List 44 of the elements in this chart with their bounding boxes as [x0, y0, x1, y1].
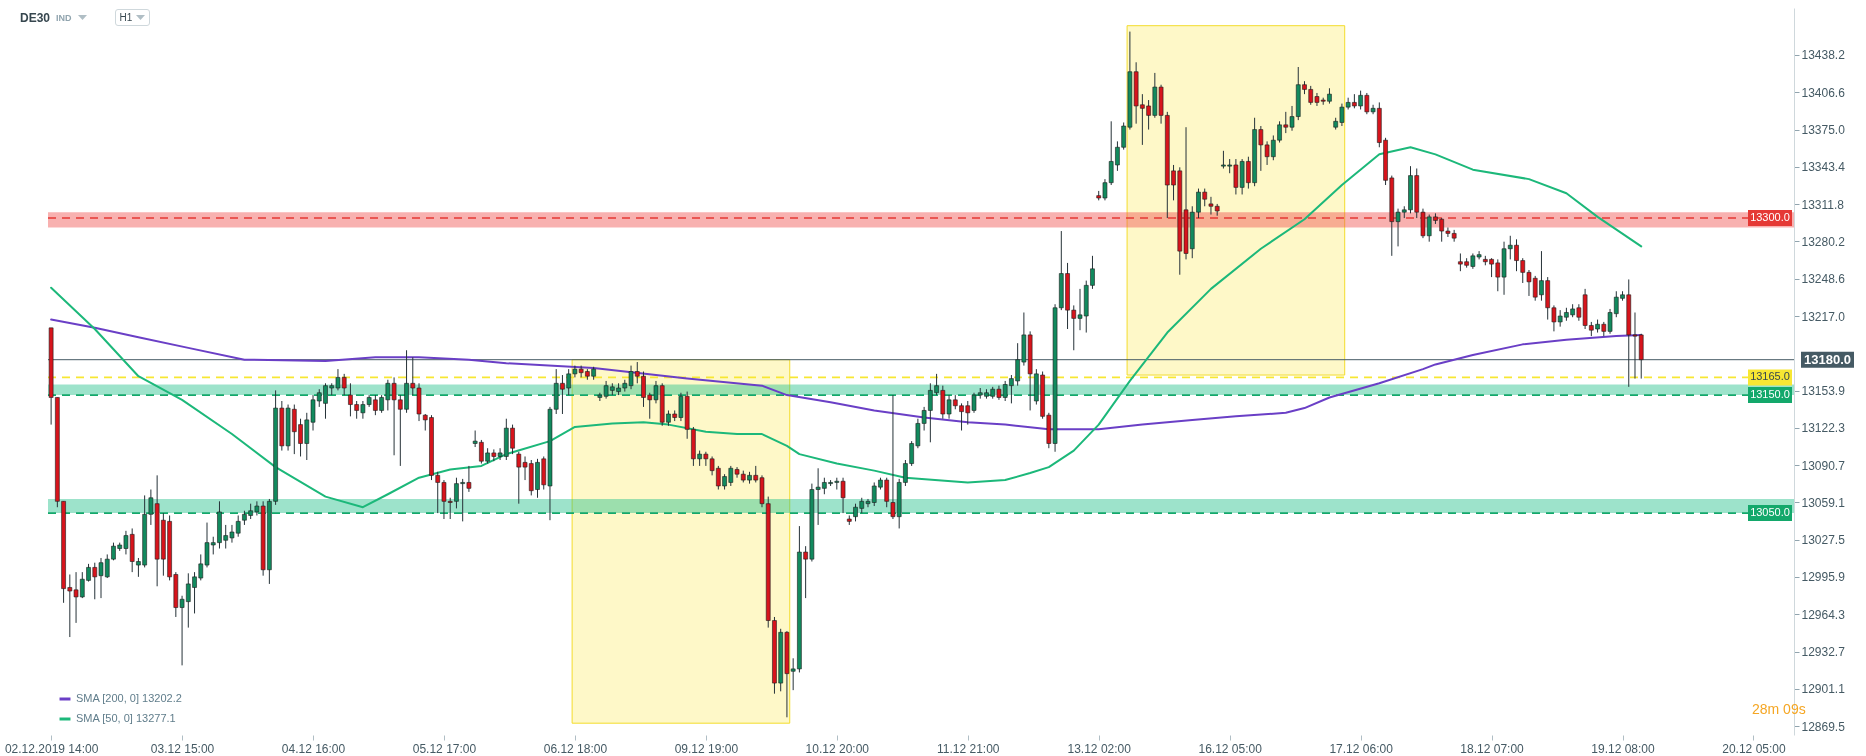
- x-tick-label: 06.12 18:00: [543, 741, 608, 756]
- ref-line-label: 13150.0: [1750, 388, 1790, 401]
- y-tick-label: 12932.7: [1801, 645, 1846, 660]
- x-tick-label: 19.12 08:00: [1591, 741, 1656, 756]
- y-tick-label: 13248.6: [1801, 272, 1846, 287]
- y-tick-label: 13217.0: [1801, 309, 1846, 324]
- y-tick-label: 13153.9: [1801, 384, 1846, 398]
- legend-label: SMA [200, 0] 13202.2: [76, 692, 182, 704]
- chart-title: DE30: [20, 10, 51, 25]
- y-tick-label: 13090.7: [1801, 458, 1846, 473]
- ref-line-label: 13180.0: [1804, 351, 1851, 367]
- y-tick-label: 13343.4: [1801, 160, 1846, 175]
- y-tick-label: 13438.2: [1801, 48, 1846, 63]
- x-tick-label: 20.12 05:00: [1722, 741, 1786, 756]
- x-tick-label: 09.12 19:00: [674, 741, 739, 756]
- y-tick-label: 12869.5: [1801, 719, 1846, 734]
- ref-line-label: 13300.0: [1750, 211, 1790, 224]
- ref-line-label: 13050.0: [1750, 506, 1790, 519]
- y-tick-label: 12964.3: [1801, 607, 1846, 622]
- x-tick-label: 03.12 15:00: [150, 741, 215, 756]
- ref-line-label: 13165.0: [1750, 370, 1790, 383]
- annotation: H1: [119, 12, 133, 23]
- y-tick-label: 13122.3: [1801, 421, 1846, 436]
- x-tick-label: 13.12 02:00: [1067, 741, 1132, 756]
- annotation: 28m 09s: [1752, 701, 1806, 717]
- y-tick-label: 12995.9: [1801, 570, 1846, 585]
- x-tick-label: 04.12 16:00: [281, 741, 346, 756]
- line-series: [50, 146, 1643, 509]
- x-tick-label: 16.12 05:00: [1198, 741, 1263, 756]
- y-tick-label: 13027.5: [1801, 533, 1846, 548]
- y-tick-label: 13059.1: [1801, 495, 1846, 510]
- x-tick-label: 11.12 21:00: [937, 741, 1000, 756]
- y-tick-label: 13406.6: [1801, 85, 1846, 100]
- annotation: IND: [56, 12, 72, 23]
- x-tick-label: 17.12 06:00: [1329, 741, 1394, 756]
- x-tick-label: 10.12 20:00: [805, 741, 870, 756]
- y-tick-label: 13311.8: [1801, 197, 1845, 212]
- y-tick-label: 12901.1: [1801, 682, 1846, 697]
- x-tick-label: 02.12.2019 14:00: [4, 741, 99, 756]
- y-tick-label: 13280.2: [1801, 234, 1846, 249]
- x-tick-label: 05.12 17:00: [412, 741, 477, 756]
- y-tick-label: 13375.0: [1801, 123, 1846, 138]
- legend-label: SMA [50, 0] 13277.1: [76, 712, 176, 724]
- x-tick-label: 18.12 07:00: [1460, 741, 1525, 756]
